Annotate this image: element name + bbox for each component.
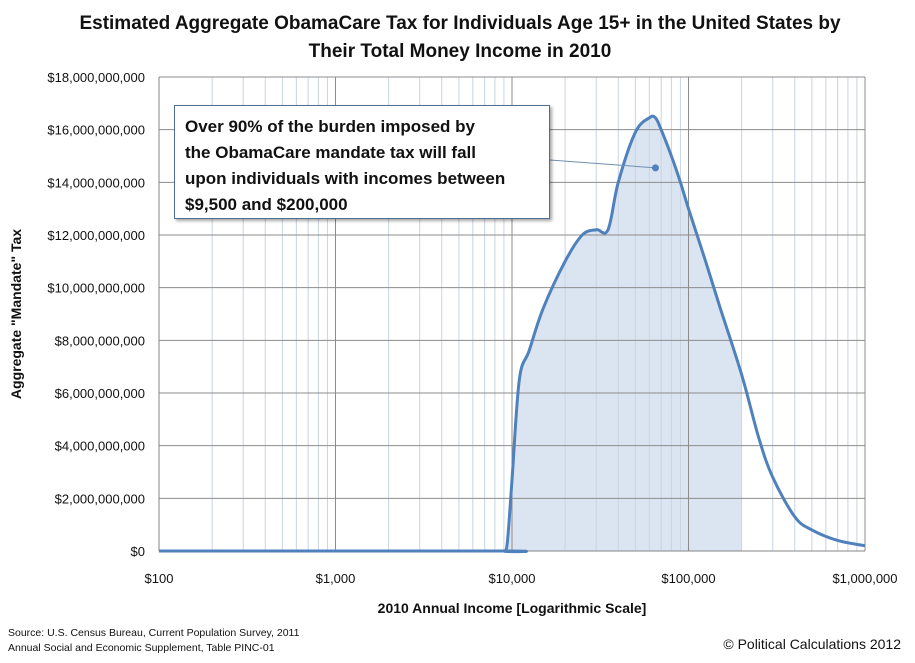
y-tick-label: $16,000,000,000 — [47, 123, 145, 138]
annotation-line: Over 90% of the burden imposed by — [185, 117, 476, 136]
y-tick-label: $4,000,000,000 — [55, 439, 145, 454]
annotation-line: $9,500 and $200,000 — [185, 195, 348, 214]
y-axis-title: Aggregate "Mandate" Tax — [8, 229, 24, 399]
x-tick-label: $1,000 — [316, 571, 356, 586]
y-tick-label: $2,000,000,000 — [55, 491, 145, 506]
y-tick-label: $0 — [131, 544, 145, 559]
x-tick-label: $1,000,000 — [832, 571, 897, 586]
y-tick-label: $14,000,000,000 — [47, 175, 145, 190]
series-line — [159, 114, 866, 554]
x-tick-labels: $100 $1,000 $10,000 $100,000 $1,000,000 — [145, 571, 898, 586]
x-axis-title: 2010 Annual Income [Logarithmic Scale] — [378, 600, 647, 616]
x-tick-label: $10,000 — [489, 571, 536, 586]
chart-title: Estimated Aggregate ObamaCare Tax for In… — [79, 13, 841, 62]
source-note: Source: U.S. Census Bureau, Current Popu… — [8, 627, 300, 654]
copyright-notice: © Political Calculations 2012 — [723, 636, 901, 652]
shaded-region — [508, 116, 742, 551]
annotation-leader-line — [549, 159, 656, 169]
annotation-point-marker — [651, 164, 659, 172]
shaded-region-group — [508, 116, 742, 551]
annotation-line: upon individuals with incomes between — [185, 169, 506, 188]
annotation-leader-group — [549, 159, 659, 172]
annotation-line: the ObamaCare mandate tax will fall — [185, 143, 476, 162]
y-tick-label: $6,000,000,000 — [55, 386, 145, 401]
annotation-box: Over 90% of the burden imposed by the Ob… — [174, 105, 550, 219]
y-tick-label: $8,000,000,000 — [55, 333, 145, 348]
x-tick-label: $100 — [145, 571, 174, 586]
y-tick-label: $12,000,000,000 — [47, 228, 145, 243]
y-tick-label: $18,000,000,000 — [47, 70, 145, 85]
x-tick-label: $100,000 — [661, 571, 715, 586]
y-tick-labels: $18,000,000,000 $16,000,000,000 $14,000,00… — [47, 70, 145, 559]
series-group — [159, 114, 866, 554]
y-tick-label: $10,000,000,000 — [47, 281, 145, 296]
